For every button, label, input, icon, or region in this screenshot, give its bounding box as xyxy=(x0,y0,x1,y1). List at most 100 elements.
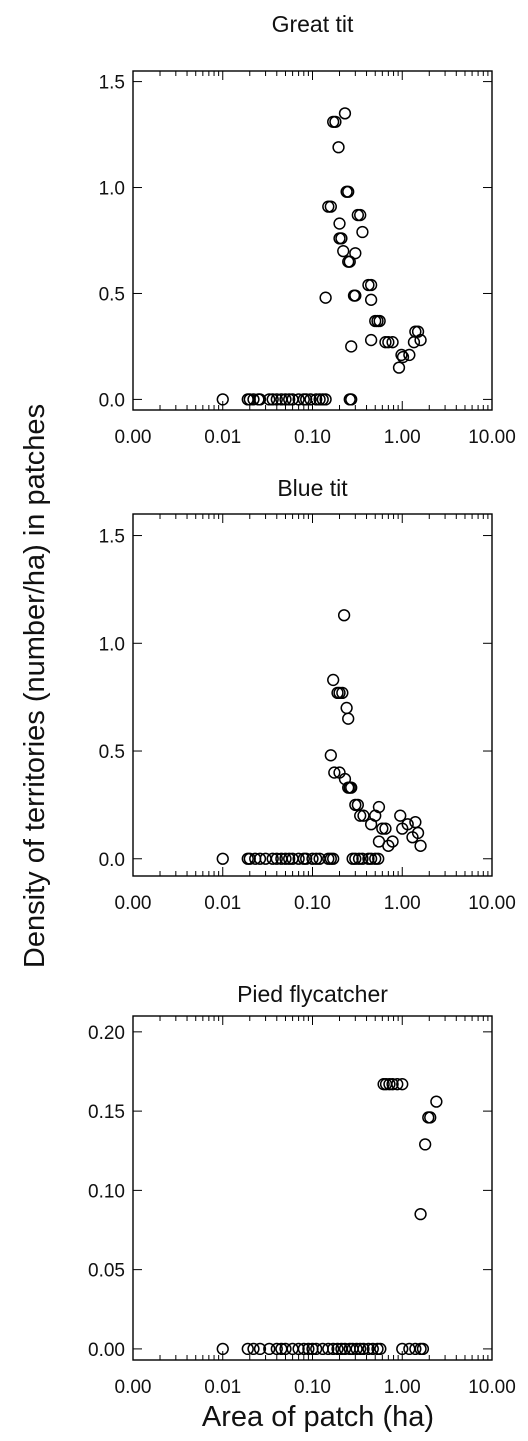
x-tick-label: 10.00 xyxy=(468,1377,516,1398)
data-point xyxy=(394,809,407,822)
y-tick-label: 0.0 xyxy=(99,850,125,871)
x-tick-label: 10.00 xyxy=(468,893,516,914)
data-point xyxy=(331,1342,344,1356)
data-point xyxy=(356,852,369,865)
data-point xyxy=(396,1342,409,1356)
data-point xyxy=(409,1342,422,1356)
y-tick-label: 1.0 xyxy=(99,179,125,200)
data-point xyxy=(364,293,378,306)
data-point xyxy=(337,244,350,258)
data-point xyxy=(337,609,351,622)
data-point xyxy=(352,852,366,865)
data-point xyxy=(396,350,410,364)
data-point xyxy=(310,852,323,865)
x-tick-label: 0.10 xyxy=(294,893,331,914)
chart-panel-3: Pied flycatcher 0.00 0.01 0.10 1.00 10.00 0.00… xyxy=(88,981,516,1398)
data-point xyxy=(376,822,389,835)
data-point xyxy=(414,839,427,852)
data-point xyxy=(306,852,319,865)
data-point xyxy=(340,701,353,715)
data-point xyxy=(386,336,399,349)
y-axis-title: Density of territories (number/ha) in pa… xyxy=(19,404,51,968)
y-tick-label: 0.00 xyxy=(88,1340,125,1361)
data-point xyxy=(414,1208,427,1221)
data-point xyxy=(414,333,427,347)
data-point xyxy=(401,818,414,831)
data-point xyxy=(247,393,260,406)
chart-panel-2: Blue tit 0.00 0.01 0.10 1.00 10.00 0.0 0.5 1.0 1.… xyxy=(99,475,516,914)
x-tick-label: 0.00 xyxy=(115,1377,152,1398)
data-point xyxy=(364,333,378,347)
data-point xyxy=(292,1342,305,1356)
data-point xyxy=(354,809,367,822)
data-point xyxy=(300,393,313,406)
data-point xyxy=(430,1095,443,1108)
data-point xyxy=(395,348,408,362)
data-point xyxy=(392,361,406,374)
data-point xyxy=(302,1342,315,1356)
chart-panel-1: Great tit 0.00 0.01 0.10 1.00 10.00 0.0 0.5 1.0 1… xyxy=(99,11,516,448)
x-axis-title: Area of patch (ha) xyxy=(202,1401,434,1433)
data-point xyxy=(396,1078,409,1091)
data-point xyxy=(327,673,340,687)
data-point xyxy=(328,766,341,779)
y-tick-label: 1.0 xyxy=(99,634,125,655)
data-point xyxy=(283,393,296,406)
data-point xyxy=(313,393,326,406)
data-point xyxy=(407,336,421,349)
data-point xyxy=(373,314,386,328)
data-point xyxy=(304,393,317,406)
data-point xyxy=(382,336,395,349)
data-point xyxy=(357,1342,370,1356)
data-point xyxy=(386,835,399,848)
data-point xyxy=(343,255,356,268)
data-point xyxy=(374,1342,387,1356)
data-point xyxy=(364,278,378,292)
data-point xyxy=(253,393,267,406)
data-point xyxy=(424,1111,437,1124)
data-point xyxy=(319,291,332,304)
x-tick-label: 0.01 xyxy=(204,1377,241,1398)
x-tick-label: 0.00 xyxy=(115,427,152,448)
data-point xyxy=(292,393,305,406)
x-tick-label: 0.00 xyxy=(115,893,152,914)
y-tick-label: 0.15 xyxy=(88,1102,125,1123)
data-point xyxy=(342,185,355,198)
data-point xyxy=(411,325,425,338)
data-point xyxy=(332,141,345,154)
data-point xyxy=(322,1342,335,1356)
data-point xyxy=(372,800,386,814)
data-point xyxy=(327,852,340,865)
y-tick-label: 1.5 xyxy=(99,527,125,548)
x-tick-label: 1.00 xyxy=(384,1377,421,1398)
data-point xyxy=(345,340,358,353)
data-point xyxy=(349,852,362,865)
data-point xyxy=(366,1342,379,1356)
data-point xyxy=(336,686,349,699)
data-point xyxy=(310,393,323,406)
x-tick-label: 0.10 xyxy=(294,1377,331,1398)
data-point xyxy=(324,749,337,762)
data-point xyxy=(411,826,425,840)
data-point xyxy=(247,1342,260,1356)
data-point xyxy=(386,1078,399,1091)
x-tick-label: 1.00 xyxy=(384,893,421,914)
data-point xyxy=(266,852,279,865)
data-point xyxy=(335,232,348,245)
data-point xyxy=(270,393,283,406)
plot-frame xyxy=(132,513,493,877)
y-tick-label: 0.20 xyxy=(88,1023,125,1044)
data-point xyxy=(329,115,342,128)
data-point xyxy=(283,852,296,865)
data-point xyxy=(270,852,283,865)
data-point xyxy=(354,208,367,222)
x-tick-label: 1.00 xyxy=(384,427,421,448)
data-point xyxy=(241,1342,254,1356)
chart-title: Great tit xyxy=(272,11,354,37)
data-point xyxy=(270,1342,283,1356)
data-point xyxy=(354,1342,367,1356)
data-point xyxy=(279,852,292,865)
data-point xyxy=(263,393,276,406)
y-tick-label: 0.10 xyxy=(88,1181,125,1202)
